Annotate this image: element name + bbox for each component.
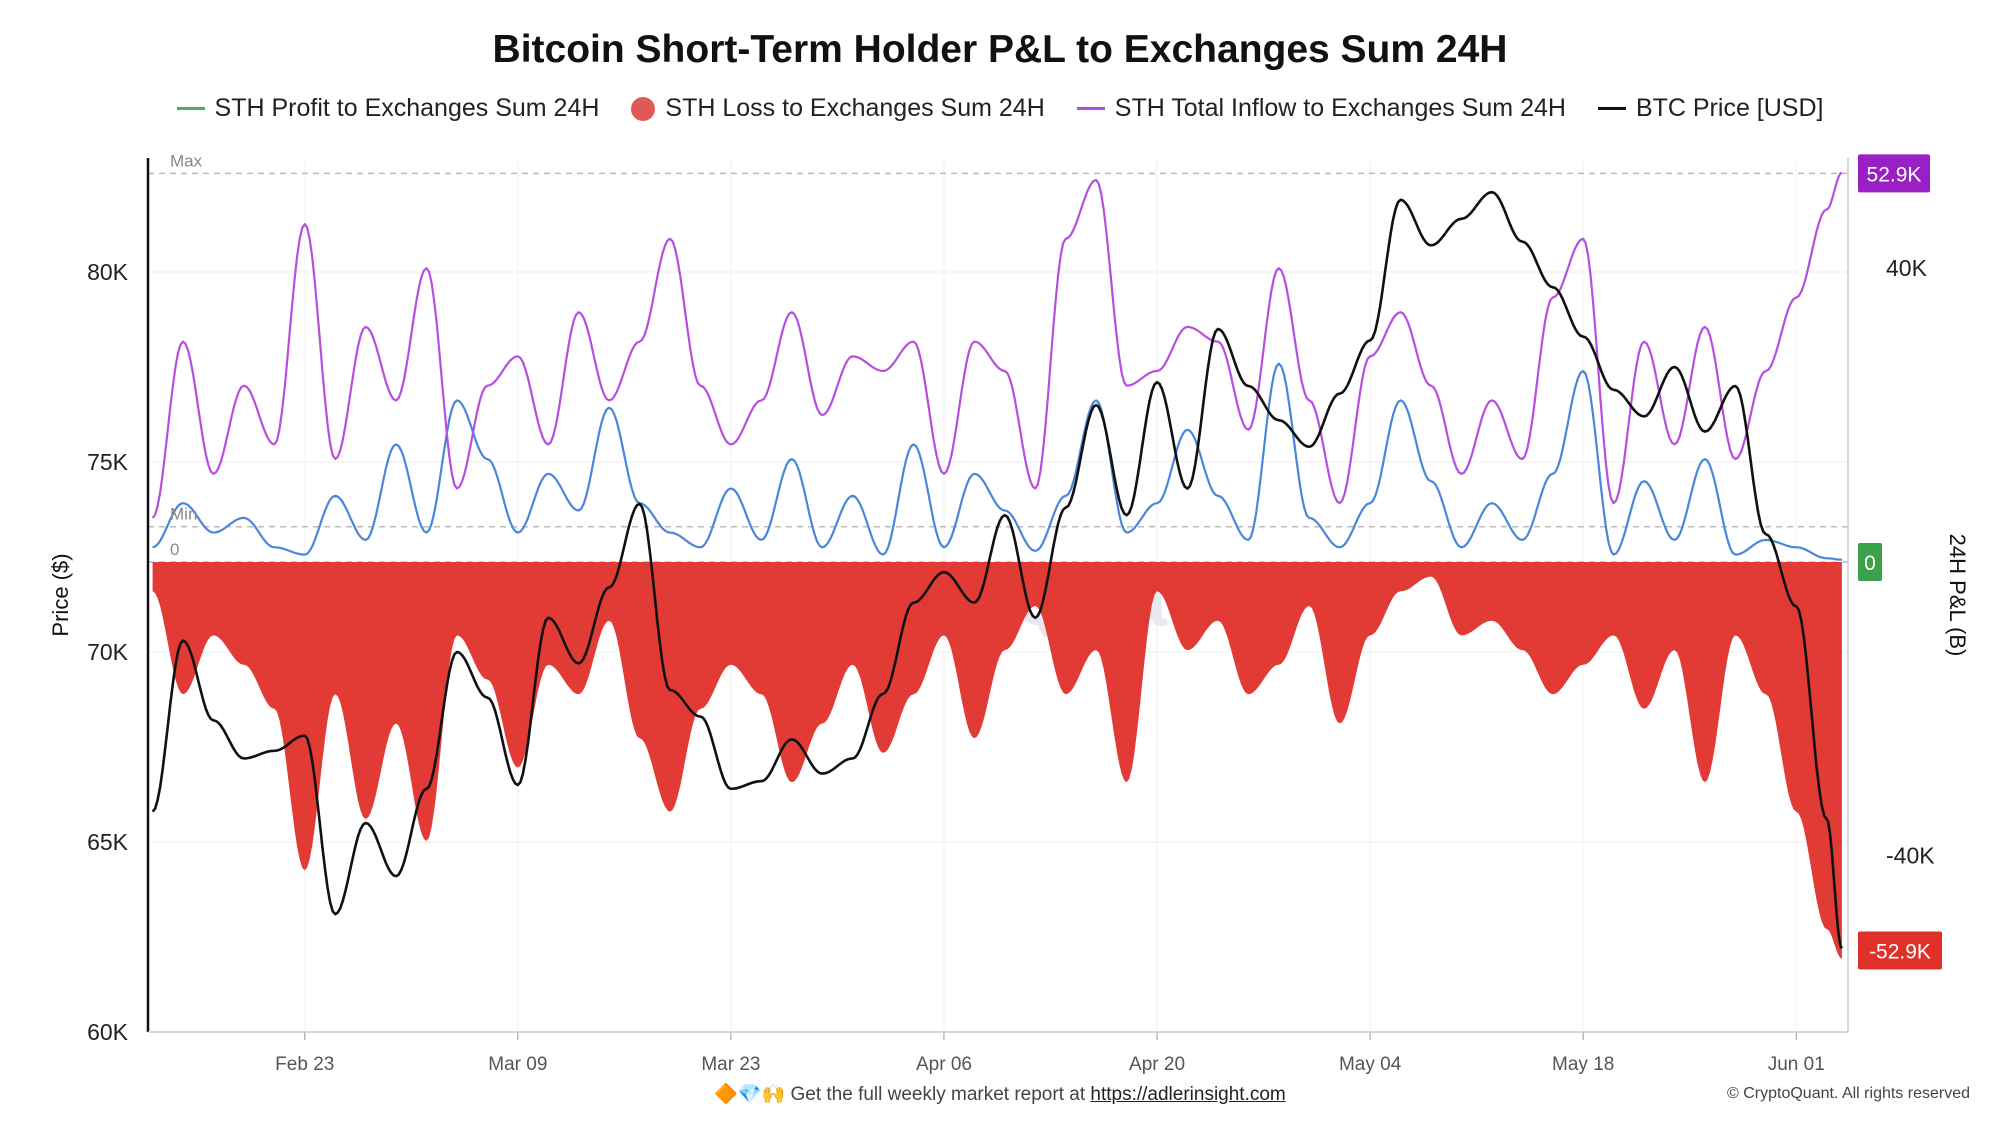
legend-label-btc-price: BTC Price [USD] (1635, 94, 1824, 122)
legend-swatch-sth-loss (631, 96, 656, 121)
y-tick-label: 65K (87, 829, 129, 855)
legend-item-sth-profit[interactable]: STH Profit to Exchanges Sum 24H (176, 94, 600, 123)
area-layer (152, 561, 1842, 959)
x-tick-label: May 04 (1339, 1054, 1402, 1075)
reference-line-label: Max (170, 151, 203, 170)
series-sth-loss-area (152, 561, 1842, 959)
axis-layer (146, 158, 1849, 1040)
legend-item-sth-loss[interactable]: STH Loss to Exchanges Sum 24H (631, 94, 1045, 123)
legend-label-sth-total-inflow: STH Total Inflow to Exchanges Sum 24H (1114, 94, 1566, 122)
y2-tick-label: -40K (1886, 843, 1935, 869)
footer-note: 🔶💎🙌 Get the full weekly market report at… (0, 1082, 2000, 1106)
x-tick-label: Apr 06 (916, 1054, 972, 1075)
x-tick-label: Apr 20 (1129, 1054, 1185, 1075)
legend-swatch-sth-profit (176, 107, 205, 110)
x-tick-label: Mar 09 (488, 1054, 547, 1075)
label-layer: 60K 65K 70K 75K 80K Feb 23 Mar 09 Mar 23 Apr 06 A… (48, 151, 1970, 1075)
y2-axis-title: 24H P&L (B) (1945, 534, 1970, 657)
legend-item-btc-price[interactable]: BTC Price [USD] (1597, 94, 1824, 123)
line-layer (151, 171, 1844, 950)
footer-emoji: 🔶💎🙌 (714, 1084, 786, 1105)
legend-label-sth-profit: STH Profit to Exchanges Sum 24H (214, 94, 600, 122)
y-axis-title: Price ($) (48, 553, 73, 636)
reference-line-label: Min (170, 505, 197, 524)
y-tick-label: 75K (87, 449, 129, 475)
value-badge (1858, 931, 1942, 970)
y2-tick-label: 40K (1886, 255, 1928, 281)
chart-title: Bitcoin Short-Term Holder P&L to Exchang… (492, 28, 1508, 71)
x-tick-label: Mar 23 (701, 1054, 760, 1075)
legend-swatch-btc-price (1597, 107, 1626, 110)
copyright: © CryptoQuant. All rights reserved (1727, 1085, 1970, 1102)
legend-swatch-sth-total-inflow (1076, 107, 1105, 110)
legend-item-sth-total-inflow[interactable]: STH Total Inflow to Exchanges Sum 24H (1076, 94, 1566, 123)
y-tick-label: 60K (87, 1019, 129, 1045)
series-btc-price-line (151, 190, 1844, 950)
x-tick-label: May 18 (1552, 1054, 1614, 1075)
value-badge (1858, 154, 1930, 193)
legend: STH Profit to Exchanges Sum 24H STH Loss… (0, 94, 2000, 123)
y-tick-label: 70K (87, 639, 129, 665)
reference-line-label: 0 (170, 540, 179, 559)
series-sth-profit-line (152, 362, 1842, 561)
footer-note-text: Get the full weekly market report at (790, 1084, 1086, 1105)
value-badge-label: 0 (1864, 552, 1876, 575)
value-badge-label: 52.9K (1867, 163, 1922, 186)
y-tick-label: 80K (87, 259, 129, 285)
x-tick-label: Jun 01 (1768, 1054, 1825, 1075)
footer-link[interactable]: https://adlerinsight.com (1090, 1084, 1286, 1105)
series-sth-total-inflow-line (151, 171, 1843, 519)
value-badge (1858, 542, 1882, 581)
value-badge-label: -52.9K (1869, 940, 1931, 963)
legend-label-sth-loss: STH Loss to Exchanges Sum 24H (665, 94, 1045, 122)
x-tick-label: Feb 23 (275, 1054, 334, 1075)
